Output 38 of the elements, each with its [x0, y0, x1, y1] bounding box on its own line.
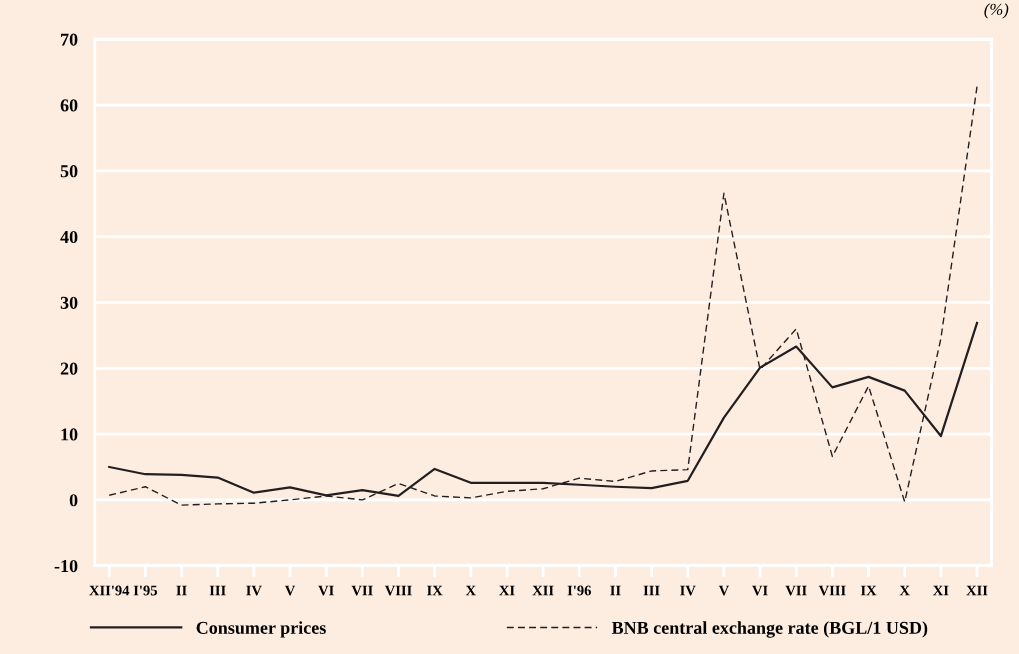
x-tick-label: V	[718, 585, 730, 596]
x-tick-label: XII	[966, 585, 988, 596]
x-tick-label: IX	[860, 585, 877, 596]
text: (%)	[984, 3, 1009, 19]
y-tick-label: 0	[69, 494, 78, 507]
x-tick-label: V	[284, 585, 296, 596]
x-tick-label: XI	[933, 585, 949, 596]
x-tick-label: VI	[752, 585, 768, 596]
y-tick-label: 70	[61, 33, 78, 46]
x-tick-label: VIII	[818, 585, 846, 596]
line-series	[108, 85, 978, 506]
x-tick-label: XII'94	[89, 585, 130, 596]
x-tick-label: XII	[532, 585, 554, 596]
y-tick-label: 20	[60, 362, 78, 375]
x-tick-label: XI	[499, 585, 515, 596]
y-tick-label: 30	[60, 296, 78, 309]
x-tick-label: II	[610, 585, 621, 596]
x-tick-label: I'95	[133, 585, 158, 596]
y-tick-label: 40	[60, 230, 78, 244]
x-tick-label: IV	[680, 585, 696, 596]
x-tick-label: VIII	[384, 585, 412, 596]
x-tick-label: VII	[351, 585, 373, 596]
x-tick-label: X	[899, 585, 910, 596]
x-tick-label: I'96	[567, 585, 592, 596]
x-tick-label: III	[643, 585, 660, 596]
y-tick-label: 50	[60, 165, 78, 178]
legend-label: BNB central exchange rate (BGL/1 USD)	[611, 621, 928, 638]
x-tick-label: VI	[318, 585, 334, 596]
legend-label: Consumer prices	[196, 621, 326, 638]
x-tick-label: IV	[246, 585, 262, 596]
y-tick-label: 60	[60, 99, 78, 112]
x-tick-label: VII	[785, 585, 807, 596]
x-tick-label: II	[176, 585, 187, 596]
x-tick-label: III	[209, 585, 226, 596]
x-tick-label: X	[465, 585, 476, 596]
y-tick-label: -10	[54, 559, 78, 573]
y-tick-label: 10	[61, 428, 78, 441]
x-tick-label: IX	[427, 585, 443, 596]
